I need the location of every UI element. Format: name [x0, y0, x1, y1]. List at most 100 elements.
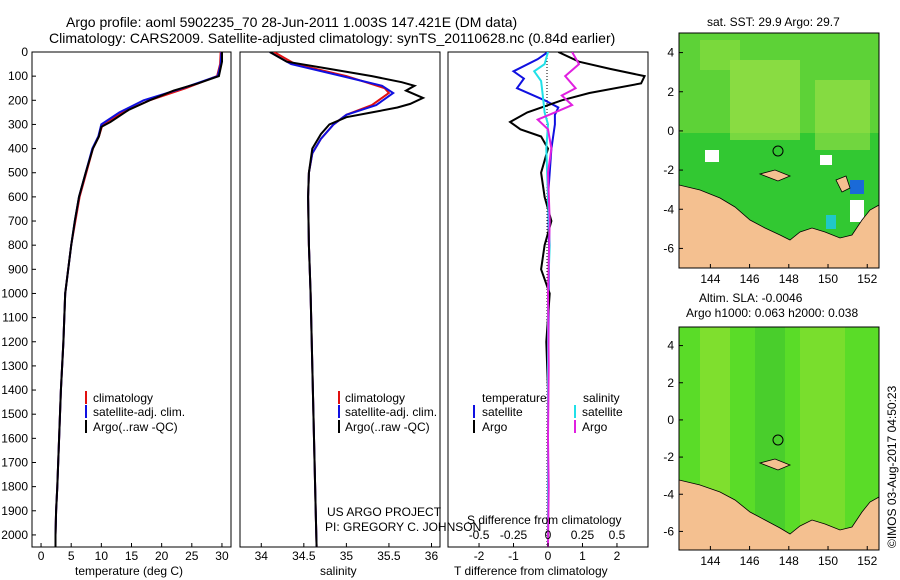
s-tick-label: -0.5 — [469, 528, 490, 542]
x-tick-label: 1 — [579, 549, 586, 563]
series-line — [269, 52, 426, 547]
depth-tick-label: 500 — [8, 166, 28, 180]
credit-pi: PI: GREGORY C. JOHNSON — [325, 520, 481, 534]
sla-map — [679, 327, 879, 550]
difference-axis-ticks: -2 -1 0 1 2 — [474, 543, 621, 563]
legend-heading-temperature: temperature — [482, 391, 547, 405]
sst-map-title: sat. SST: 29.9 Argo: 29.7 — [707, 15, 840, 29]
s-tick-label: 0.25 — [571, 528, 595, 542]
x-tick-label: 35.5 — [377, 549, 401, 563]
x-tick-label: 0 — [38, 549, 45, 563]
sst-land — [758, 169, 792, 182]
lat-tick-label: 0 — [667, 413, 674, 427]
lat-tick-label: -4 — [663, 487, 674, 501]
lon-tick-label: 148 — [779, 272, 799, 286]
s-tick-label: 0.5 — [609, 528, 626, 542]
lat-tick-label: -6 — [663, 524, 674, 538]
x-tick-label: 25 — [185, 549, 199, 563]
lat-tick-label: 4 — [667, 46, 674, 60]
credit-project: US ARGO PROJECT — [327, 505, 442, 519]
s-tick-label: -0.25 — [500, 528, 528, 542]
series-line — [535, 52, 581, 547]
sst-cool-patch — [826, 215, 836, 229]
sla-map-ticks: 144 146 148 150 152 4 2 0 -2 -4 -6 — [663, 339, 877, 568]
x-tick-label: 36 — [425, 549, 439, 563]
depth-tick-label: 300 — [8, 117, 28, 131]
depth-tick-label: 1800 — [1, 480, 28, 494]
x-tick-label: 0 — [545, 549, 552, 563]
x-tick-label: -1 — [508, 549, 519, 563]
difference-axis-s-ticks: -0.5 -0.25 0 0.25 0.5 — [469, 528, 626, 542]
lat-tick-label: 2 — [667, 376, 674, 390]
legend-label-sal-argo: Argo — [582, 420, 608, 434]
depth-tick-label: 1600 — [1, 431, 28, 445]
sla-map-frame — [678, 326, 880, 551]
difference-profile-lines — [508, 52, 647, 547]
sst-cloud-mask — [705, 150, 719, 162]
depth-tick-label: 900 — [8, 262, 28, 276]
x-tick-label: 35 — [340, 549, 354, 563]
x-tick-label: 5 — [68, 549, 75, 563]
sst-map-ticks: 144 146 148 150 152 4 2 0 -2 -4 -6 — [663, 46, 877, 286]
lon-tick-label: 152 — [857, 272, 877, 286]
series-line — [511, 52, 560, 547]
x-tick-label: 20 — [155, 549, 169, 563]
legend-heading-salinity: salinity — [583, 391, 620, 405]
lon-tick-label: 152 — [857, 554, 877, 568]
lat-tick-label: 4 — [667, 339, 674, 353]
x-tick-label: 34.5 — [292, 549, 316, 563]
sst-warm-patch — [815, 80, 870, 150]
temperature-axis-ticks: 0 5 10 15 20 25 30 — [38, 543, 229, 563]
series-line — [54, 52, 223, 547]
legend-label-argo: Argo(..raw -QC) — [93, 420, 178, 434]
temperature-profile-lines — [54, 52, 223, 547]
difference-legend: temperature salinity satellite Argo sate… — [473, 391, 623, 434]
x-tick-label: 15 — [125, 549, 139, 563]
sst-cool-patch — [850, 180, 864, 194]
depth-tick-label: 400 — [8, 142, 28, 156]
depth-tick-label: 200 — [8, 93, 28, 107]
sla-map-title-line1: Altim. SLA: -0.0046 — [699, 291, 803, 305]
x-tick-label: -2 — [474, 549, 485, 563]
temperature-xlabel: temperature (deg C) — [75, 564, 183, 578]
legend-label-sal-satellite: satellite — [582, 405, 623, 419]
imos-stamp: ©IMOS 03-Aug-2017 04:50:23 — [885, 385, 899, 548]
depth-tick-label: 1900 — [1, 504, 28, 518]
sst-map-frame — [678, 32, 880, 269]
salinity-panel-frame — [239, 51, 441, 548]
figure-title-line1: Argo profile: aoml 5902235_70 28-Jun-201… — [66, 14, 517, 30]
legend-label-satellite: satellite-adj. clim. — [93, 405, 185, 419]
sst-map — [679, 33, 879, 268]
series-line — [54, 52, 222, 547]
difference-xlabel: T difference from climatology — [454, 564, 608, 578]
legend-label-argo: Argo(..raw -QC) — [345, 420, 430, 434]
figure-title-line2: Climatology: CARS2009. Satellite-adjuste… — [49, 30, 615, 46]
sst-cloud-mask — [850, 200, 864, 222]
temperature-legend: climatology satellite-adj. clim. Argo(..… — [85, 391, 185, 434]
depth-tick-label: 600 — [8, 190, 28, 204]
s-tick-label: 0 — [545, 528, 552, 542]
salinity-xlabel: salinity — [320, 564, 357, 578]
salinity-axis-ticks: 34 34.5 35 35.5 36 — [255, 543, 439, 563]
sla-high-band — [800, 327, 845, 550]
lat-tick-label: -2 — [663, 450, 674, 464]
sla-low-band — [755, 327, 785, 550]
depth-tick-label: 1500 — [1, 407, 28, 421]
depth-tick-label: 1000 — [1, 286, 28, 300]
x-tick-label: 34 — [255, 549, 269, 563]
lon-tick-label: 146 — [740, 554, 760, 568]
sla-land — [679, 479, 879, 550]
depth-tick-label: 1200 — [1, 335, 28, 349]
lat-tick-label: -2 — [663, 163, 674, 177]
legend-label-temp-satellite: satellite — [482, 405, 523, 419]
depth-tick-label: 0 — [21, 45, 28, 59]
sst-warm-patch — [700, 40, 740, 70]
lon-tick-label: 150 — [818, 554, 838, 568]
lat-tick-label: -4 — [663, 202, 674, 216]
lon-tick-label: 150 — [818, 272, 838, 286]
legend-label-climatology: climatology — [93, 391, 153, 405]
depth-tick-label: 1700 — [1, 455, 28, 469]
depth-tick-label: 1100 — [2, 311, 28, 325]
x-tick-label: 30 — [215, 549, 229, 563]
lon-tick-label: 144 — [700, 272, 720, 286]
